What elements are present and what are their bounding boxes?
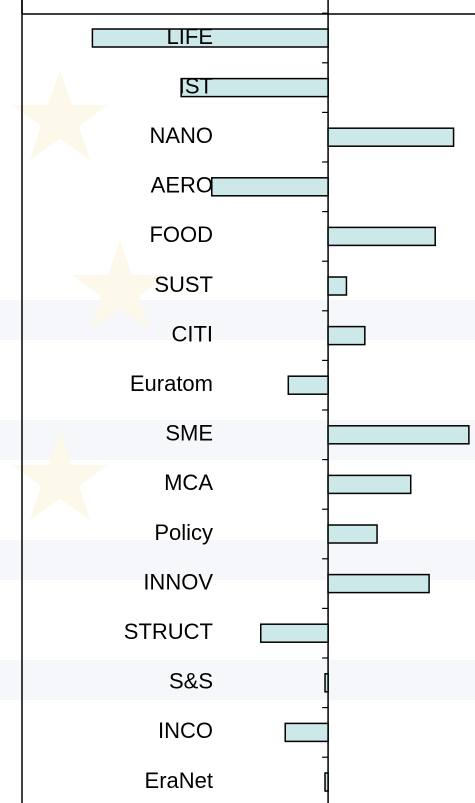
- bar: [327, 276, 348, 296]
- category-label: Policy: [154, 520, 213, 545]
- category-label: FOOD: [149, 222, 213, 247]
- bar: [327, 226, 436, 247]
- category-label: INNOV: [143, 569, 213, 594]
- bar: [284, 722, 329, 743]
- category-label: STRUCT: [124, 619, 213, 644]
- bar: [327, 474, 412, 495]
- category-label: CITI: [171, 321, 213, 346]
- bar: [211, 177, 329, 197]
- category-label: INCO: [158, 718, 213, 743]
- category-label: IST: [179, 73, 213, 98]
- category-label: LIFE: [167, 24, 213, 49]
- category-label: EraNet: [145, 768, 213, 793]
- bar: [324, 673, 329, 693]
- bar: [327, 425, 470, 445]
- category-label: NANO: [149, 123, 213, 148]
- category-label: S&S: [169, 669, 213, 694]
- bar: [180, 77, 329, 98]
- bar: [287, 375, 329, 395]
- category-label: SME: [165, 421, 213, 446]
- bar: [327, 325, 366, 346]
- bar: [324, 772, 329, 792]
- bar: [91, 28, 329, 48]
- category-label: MCA: [164, 470, 213, 495]
- bar: [259, 623, 329, 643]
- category-label: Euratom: [130, 371, 213, 396]
- category-label: AERO: [151, 173, 213, 198]
- bar: [327, 127, 455, 147]
- bar: [327, 573, 430, 594]
- category-label: SUST: [154, 272, 213, 297]
- bar: [327, 524, 378, 544]
